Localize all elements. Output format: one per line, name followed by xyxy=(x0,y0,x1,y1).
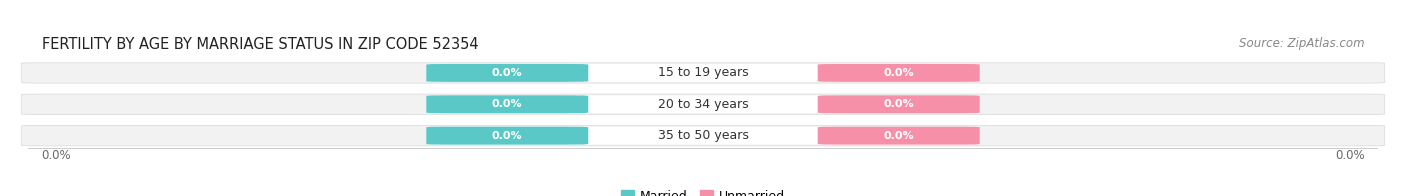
Text: 0.0%: 0.0% xyxy=(492,99,523,109)
FancyBboxPatch shape xyxy=(818,127,980,145)
Text: 0.0%: 0.0% xyxy=(1334,149,1364,162)
Text: 0.0%: 0.0% xyxy=(42,149,72,162)
Text: 15 to 19 years: 15 to 19 years xyxy=(658,66,748,79)
Text: 35 to 50 years: 35 to 50 years xyxy=(658,129,748,142)
Text: 20 to 34 years: 20 to 34 years xyxy=(658,98,748,111)
Text: 0.0%: 0.0% xyxy=(883,99,914,109)
FancyBboxPatch shape xyxy=(21,63,1385,83)
Text: 0.0%: 0.0% xyxy=(883,131,914,141)
Text: 0.0%: 0.0% xyxy=(492,131,523,141)
FancyBboxPatch shape xyxy=(818,95,980,113)
FancyBboxPatch shape xyxy=(426,127,588,145)
FancyBboxPatch shape xyxy=(561,127,845,145)
FancyBboxPatch shape xyxy=(561,95,845,113)
Text: FERTILITY BY AGE BY MARRIAGE STATUS IN ZIP CODE 52354: FERTILITY BY AGE BY MARRIAGE STATUS IN Z… xyxy=(42,37,478,52)
Text: Source: ZipAtlas.com: Source: ZipAtlas.com xyxy=(1239,37,1364,50)
Legend: Married, Unmarried: Married, Unmarried xyxy=(616,185,790,196)
FancyBboxPatch shape xyxy=(21,125,1385,146)
FancyBboxPatch shape xyxy=(426,64,588,82)
FancyBboxPatch shape xyxy=(818,64,980,82)
Text: 0.0%: 0.0% xyxy=(492,68,523,78)
FancyBboxPatch shape xyxy=(426,95,588,113)
FancyBboxPatch shape xyxy=(561,64,845,82)
FancyBboxPatch shape xyxy=(21,94,1385,114)
Text: 0.0%: 0.0% xyxy=(883,68,914,78)
